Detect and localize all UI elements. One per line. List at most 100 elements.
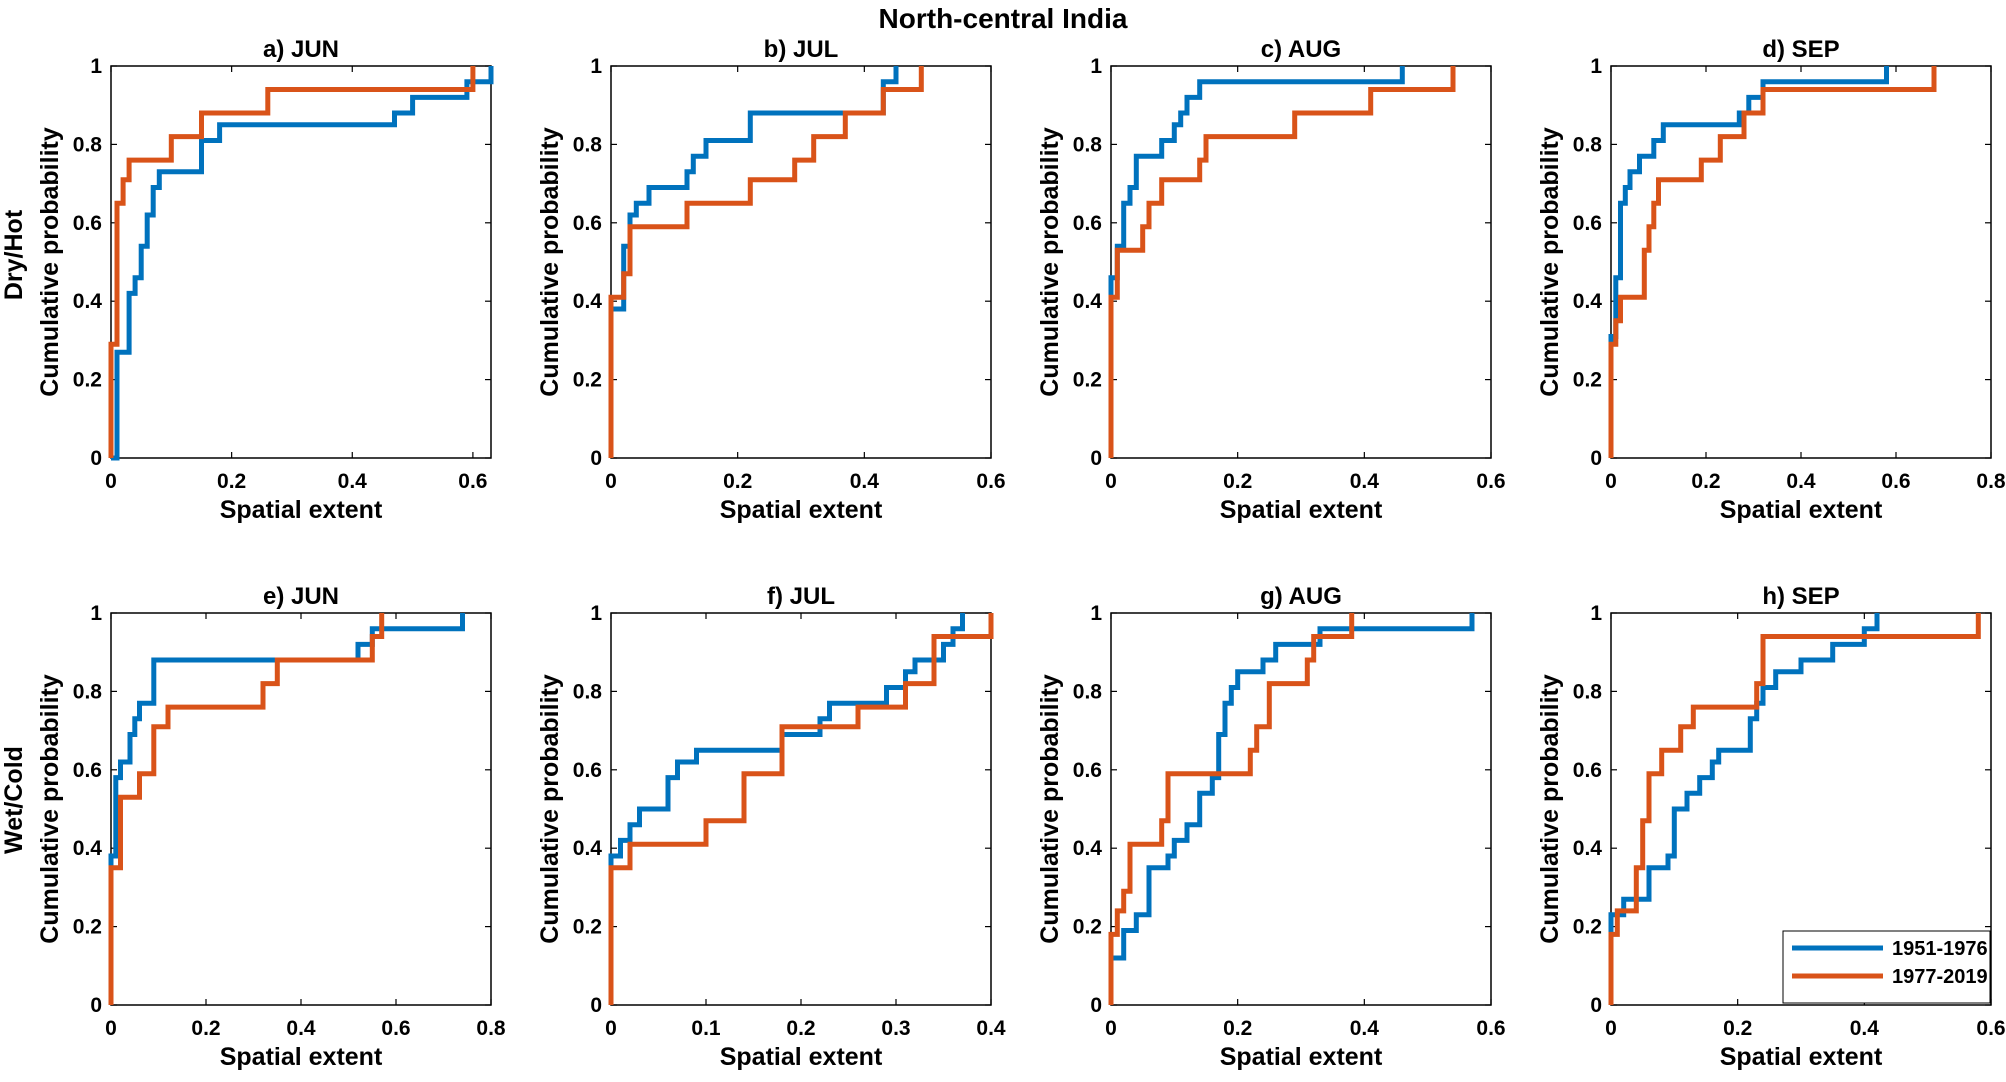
panel-g-xtick-label: 0.6 xyxy=(1476,1017,1505,1040)
legend: 1951-1976 1977-2019 xyxy=(1782,930,1991,1004)
panel-c-ytick-label: 0.2 xyxy=(1073,369,1102,392)
panel-g-series-1951-1976 xyxy=(1108,613,1475,1005)
panel-e-title: e) JUN xyxy=(263,583,339,610)
panel-d-xtick-label: 0.2 xyxy=(1691,470,1720,493)
panel-f-title: f) JUL xyxy=(767,583,835,610)
panel-d-xlabel: Spatial extent xyxy=(1720,496,1883,524)
panel-h-title: h) SEP xyxy=(1762,583,1839,610)
figure-suptitle: North-central India xyxy=(879,3,1128,34)
panel-g-ytick-label: 0 xyxy=(1090,994,1102,1017)
panel-g-ytick-label: 0.8 xyxy=(1073,680,1103,703)
panel-e-xtick-label: 0.6 xyxy=(381,1017,410,1040)
panel-h-xtick-label: 0.4 xyxy=(1850,1017,1880,1040)
panel-d-series-1977-2019 xyxy=(1608,66,1937,458)
panel-a-ytick-label: 0.6 xyxy=(73,212,102,235)
panel-f-xtick-label: 0.2 xyxy=(786,1017,815,1040)
panel-f-xlabel: Spatial extent xyxy=(720,1043,883,1071)
panel-f-ylabel: Cumulative probability xyxy=(536,674,564,944)
panel-e-ytick-label: 0.4 xyxy=(73,837,103,860)
panel-b-axes-box xyxy=(610,65,992,459)
panel-f-xtick-label: 0.3 xyxy=(881,1017,910,1040)
panel-a-ylabel: Cumulative probability xyxy=(36,127,64,397)
panel-b-title: b) JUL xyxy=(764,36,839,63)
panel-b-ytick-label: 1 xyxy=(590,55,602,78)
panel-g-xtick-label: 0.4 xyxy=(1350,1017,1380,1040)
panel-h-ytick-label: 1 xyxy=(1590,602,1602,625)
panel-e-ylabel: Cumulative probability xyxy=(36,674,64,944)
panel-e-xtick-label: 0.8 xyxy=(476,1017,506,1040)
panel-a-ytick-label: 0.4 xyxy=(73,290,103,313)
panel-h-xtick-label: 0 xyxy=(1605,1017,1617,1040)
row-label-dry-hot: Dry/Hot xyxy=(0,209,28,300)
panel-b-ylabel: Cumulative probability xyxy=(536,127,564,397)
panel-d-ytick-label: 0.6 xyxy=(1573,212,1602,235)
panel-b-xtick-label: 0.4 xyxy=(850,470,880,493)
panel-c-title: c) AUG xyxy=(1261,36,1341,63)
panel-e-ytick-label: 0 xyxy=(90,994,102,1017)
panel-g-ylabel: Cumulative probability xyxy=(1036,674,1064,944)
panel-d-xtick-label: 0.6 xyxy=(1881,470,1910,493)
panel-d-ytick-label: 0.2 xyxy=(1573,369,1602,392)
panel-a-axes-box xyxy=(110,65,492,459)
panel-b-ytick-label: 0 xyxy=(590,447,602,470)
panel-h-xtick-label: 0.2 xyxy=(1723,1017,1752,1040)
panel-b-series-1977-2019 xyxy=(608,66,924,458)
panel-b-xtick-label: 0.2 xyxy=(723,470,752,493)
panel-h-ytick-label: 0 xyxy=(1590,994,1602,1017)
panel-d-ytick-label: 1 xyxy=(1590,55,1602,78)
panel-a-xtick-label: 0.6 xyxy=(458,470,487,493)
panel-g-ytick-label: 0.2 xyxy=(1073,916,1102,939)
panel-f-ytick-label: 1 xyxy=(590,602,602,625)
panel-e-xtick-label: 0.2 xyxy=(191,1017,220,1040)
panel-b-ytick-label: 0.4 xyxy=(573,290,603,313)
panel-e: e) JUN 0 0.2 0.4 0.6 0.8 0 0.2 0.4 0.6 0.8 1 Spatial… xyxy=(36,583,506,1071)
panel-e-xlabel: Spatial extent xyxy=(220,1043,383,1071)
panel-d: d) SEP 0 0.2 0.4 0.6 0.8 0 0.2 0.4 0.6 0.8 1 Spatial… xyxy=(1536,36,2006,524)
panel-c-series-1977-2019 xyxy=(1108,66,1456,458)
panel-a-ytick-label: 0.8 xyxy=(73,133,103,156)
panel-e-ytick-label: 0.8 xyxy=(73,680,103,703)
panel-h-xlabel: Spatial extent xyxy=(1720,1043,1883,1071)
panel-a-ytick-label: 0 xyxy=(90,447,102,470)
panel-g-xtick-label: 0 xyxy=(1105,1017,1117,1040)
panel-h-axes-box xyxy=(1610,612,1992,1006)
panel-a-series-1951-1976 xyxy=(111,66,494,461)
panel-h-series-1977-2019 xyxy=(1608,613,1981,1005)
panel-c-axes-box xyxy=(1110,65,1492,459)
panel-g-series-1977-2019 xyxy=(1108,613,1355,1005)
panel-f-ytick-label: 0.6 xyxy=(573,759,602,782)
panel-f-xtick-label: 0 xyxy=(605,1017,617,1040)
panel-d-title: d) SEP xyxy=(1762,36,1839,63)
panel-d-ytick-label: 0.4 xyxy=(1573,290,1603,313)
panel-d-ytick-label: 0 xyxy=(1590,447,1602,470)
panel-b: b) JUL 0 0.2 0.4 0.6 0 0.2 0.4 0.6 0.8 1 Spatial ex… xyxy=(536,36,1006,524)
panel-f-series-1977-2019 xyxy=(608,613,994,1005)
panel-h-ylabel: Cumulative probability xyxy=(1536,674,1564,944)
legend-label-1977-2019: 1977-2019 xyxy=(1892,966,1988,988)
panel-f-ytick-label: 0.4 xyxy=(573,837,603,860)
panel-e-series-1951-1976 xyxy=(108,613,465,1005)
panel-h-ytick-label: 0.6 xyxy=(1573,759,1602,782)
panel-g-ytick-label: 0.6 xyxy=(1073,759,1102,782)
panel-c-ytick-label: 0.8 xyxy=(1073,133,1103,156)
panel-d-xtick-label: 0.4 xyxy=(1786,470,1816,493)
panel-a-ytick-label: 0.2 xyxy=(73,369,102,392)
panel-g-xtick-label: 0.2 xyxy=(1223,1017,1252,1040)
panel-e-ytick-label: 1 xyxy=(90,602,102,625)
panel-c-xtick-label: 0.4 xyxy=(1350,470,1380,493)
panel-c-xtick-label: 0.6 xyxy=(1476,470,1505,493)
panel-h-xtick-label: 0.6 xyxy=(1976,1017,2005,1040)
panel-e-xtick-label: 0 xyxy=(105,1017,117,1040)
legend-box xyxy=(1782,930,1991,1004)
panel-a-xtick-label: 0.4 xyxy=(338,470,368,493)
panel-d-ytick-label: 0.8 xyxy=(1573,133,1603,156)
panel-a-xtick-label: 0.2 xyxy=(217,470,246,493)
panel-d-xtick-label: 0 xyxy=(1605,470,1617,493)
panel-f-xtick-label: 0.4 xyxy=(976,1017,1006,1040)
panel-f-ytick-label: 0.8 xyxy=(573,680,603,703)
panel-b-ytick-label: 0.8 xyxy=(573,133,603,156)
row-label-wet-cold: Wet/Cold xyxy=(0,746,28,854)
legend-label-1951-1976: 1951-1976 xyxy=(1892,938,1988,960)
panel-e-ytick-label: 0.2 xyxy=(73,916,102,939)
